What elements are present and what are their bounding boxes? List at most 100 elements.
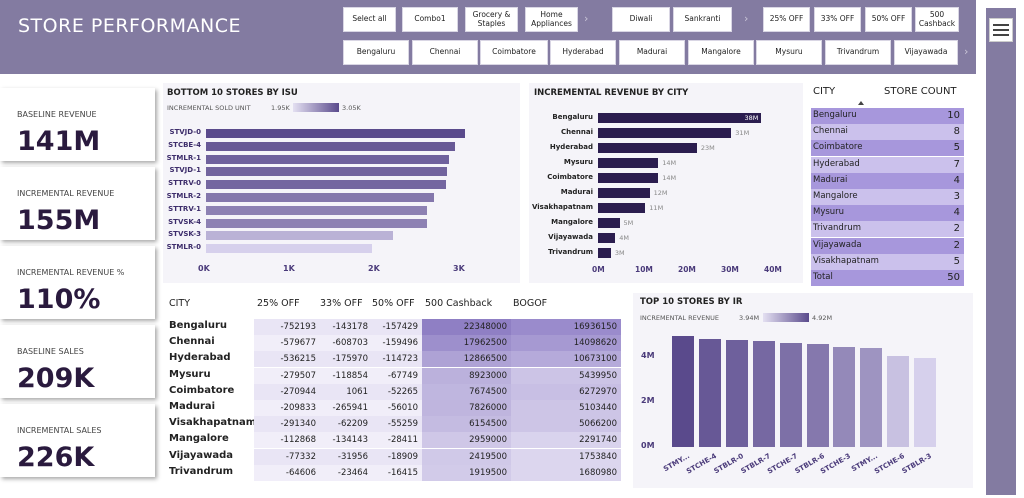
slicer-city-trivandrum[interactable]: Trivandrum [825, 40, 891, 65]
slicer-city-coimbatore[interactable]: Coimbatore [480, 40, 548, 65]
revenue-bar[interactable] [598, 188, 650, 198]
table-row[interactable]: Trivandrum 2 [811, 221, 964, 238]
slicer-city-vijayawada[interactable]: Vijayawada [894, 40, 958, 65]
isu-bar[interactable] [206, 167, 448, 177]
menu-icon[interactable] [989, 18, 1013, 42]
matrix-cell: 6272970 [511, 383, 621, 400]
isu-bar[interactable] [206, 141, 456, 151]
slicer-city-chennai[interactable]: Chennai [412, 40, 478, 65]
kpi-card: BASELINE SALES 209K [0, 325, 155, 398]
ir-bar[interactable] [860, 348, 883, 447]
revenue-bar[interactable] [598, 218, 620, 228]
matrix-cell: -134143 [320, 432, 372, 449]
store-count-value: 3 [953, 191, 960, 202]
ir-bar[interactable] [725, 339, 748, 447]
matrix-cell: -114723 [372, 351, 422, 368]
city-label: Madurai [560, 188, 593, 196]
ir-bar[interactable] [698, 338, 721, 447]
slicer-button-sankranti[interactable]: Sankranti [673, 7, 732, 32]
isu-bar[interactable] [206, 180, 446, 190]
slicer-city-mysuru[interactable]: Mysuru [756, 40, 822, 65]
table-row[interactable]: Hyderabad 7 [811, 156, 964, 173]
table-row[interactable]: Bengaluru 10 [811, 108, 964, 124]
revenue-bar[interactable] [598, 113, 762, 123]
slicer-button-25-off[interactable]: 25% OFF [763, 7, 810, 32]
revenue-bar[interactable] [598, 203, 646, 213]
store-count-value: 2 [953, 223, 960, 235]
store-count-city: Madurai [813, 174, 848, 185]
matrix-cell: 1680980 [511, 464, 621, 481]
city-label: Coimbatore [547, 173, 593, 181]
ir-bar[interactable] [672, 336, 694, 447]
slicer-button-combo1[interactable]: Combo1 [402, 7, 458, 32]
store-count-value: 2 [953, 239, 960, 251]
table-row[interactable]: Coimbatore 5 [811, 140, 964, 157]
matrix-cell: 7674500 [422, 383, 511, 400]
slicer-button-grocery-staples[interactable]: Grocery & Staples [465, 7, 518, 32]
table-row[interactable]: Chennai 8 [811, 124, 964, 141]
slicer-button-33-off[interactable]: 33% OFF [814, 7, 861, 32]
slicer-button-50-off[interactable]: 50% OFF [865, 7, 912, 32]
isu-bar[interactable] [206, 231, 393, 241]
value-label: 3M [614, 249, 625, 257]
value-label: 5M [623, 219, 634, 227]
top-stores-title: TOP 10 STORES BY IR [640, 297, 743, 307]
revenue-bar[interactable] [598, 143, 697, 153]
sort-ascending-icon[interactable] [858, 101, 864, 105]
matrix-header: 500 Cashback [425, 298, 493, 309]
ir-bar[interactable] [779, 342, 802, 447]
isu-bar[interactable] [206, 154, 450, 164]
chevron-right-icon[interactable]: › [584, 12, 589, 25]
store-count-value: 10 [947, 110, 960, 121]
slicer-button-select-all[interactable]: Select all [343, 7, 396, 32]
table-row[interactable]: Madurai 4 [811, 172, 964, 189]
bar-label: STVSK-3 [168, 230, 201, 239]
table-row[interactable]: Vijayawada 2 [811, 237, 964, 254]
isu-bar[interactable] [206, 205, 427, 215]
matrix-cell: -175970 [320, 351, 372, 368]
matrix-cell: -143178 [320, 319, 372, 335]
chevron-right-icon[interactable]: › [744, 12, 749, 25]
ir-bar[interactable] [914, 358, 937, 447]
slicer-button-diwali[interactable]: Diwali [612, 7, 670, 32]
isu-bar[interactable] [206, 129, 466, 138]
ir-bar[interactable] [887, 355, 910, 447]
isu-bar[interactable] [206, 218, 427, 228]
table-row[interactable]: Mysuru 4 [811, 205, 964, 222]
right-sidebar [986, 8, 1016, 495]
ir-bar[interactable] [752, 341, 775, 447]
ir-bar[interactable] [833, 346, 856, 447]
table-row[interactable]: Visakhapatnam 5 [811, 253, 964, 270]
slicer-city-madurai[interactable]: Madurai [619, 40, 685, 65]
slicer-button-500-cashback[interactable]: 500 Cashback [915, 7, 959, 32]
store-count-value: 7 [953, 158, 960, 170]
matrix-cell: 5103440 [511, 400, 621, 416]
matrix-cell: -157429 [372, 319, 422, 335]
chevron-right-icon[interactable]: › [964, 45, 969, 58]
matrix-cell: -279507 [254, 367, 320, 384]
revenue-bar[interactable] [598, 233, 616, 243]
revenue-bar[interactable] [598, 128, 732, 138]
isu-bar[interactable] [206, 244, 372, 254]
slicer-button-home-appliances[interactable]: Home Appliances [525, 7, 578, 32]
revenue-bar[interactable] [598, 173, 659, 183]
slicer-city-bengaluru[interactable]: Bengaluru [343, 40, 409, 65]
slicer-city-hyderabad[interactable]: Hyderabad [550, 40, 616, 65]
city-label: Chennai [561, 128, 593, 136]
matrix-cell: 7826000 [422, 400, 511, 416]
isu-bar[interactable] [206, 193, 434, 202]
kpi-label: BASELINE REVENUE [17, 110, 97, 119]
city-label: Visakhapatnam [531, 203, 593, 211]
matrix-cell: 22348000 [422, 319, 511, 335]
matrix-cell: 1919500 [422, 464, 511, 481]
ir-bar[interactable] [806, 343, 829, 447]
matrix-cell: 2419500 [422, 448, 511, 465]
matrix-cell: 1061 [320, 383, 372, 400]
bottom-stores-legend-gradient [293, 103, 339, 112]
revenue-bar[interactable] [598, 158, 659, 168]
revenue-bar[interactable] [598, 248, 611, 258]
table-row[interactable]: Mangalore 3 [811, 189, 964, 205]
matrix-city: Mangalore [169, 433, 229, 445]
slicer-city-mangalore[interactable]: Mangalore [688, 40, 754, 65]
matrix-cell: 8923000 [422, 367, 511, 384]
